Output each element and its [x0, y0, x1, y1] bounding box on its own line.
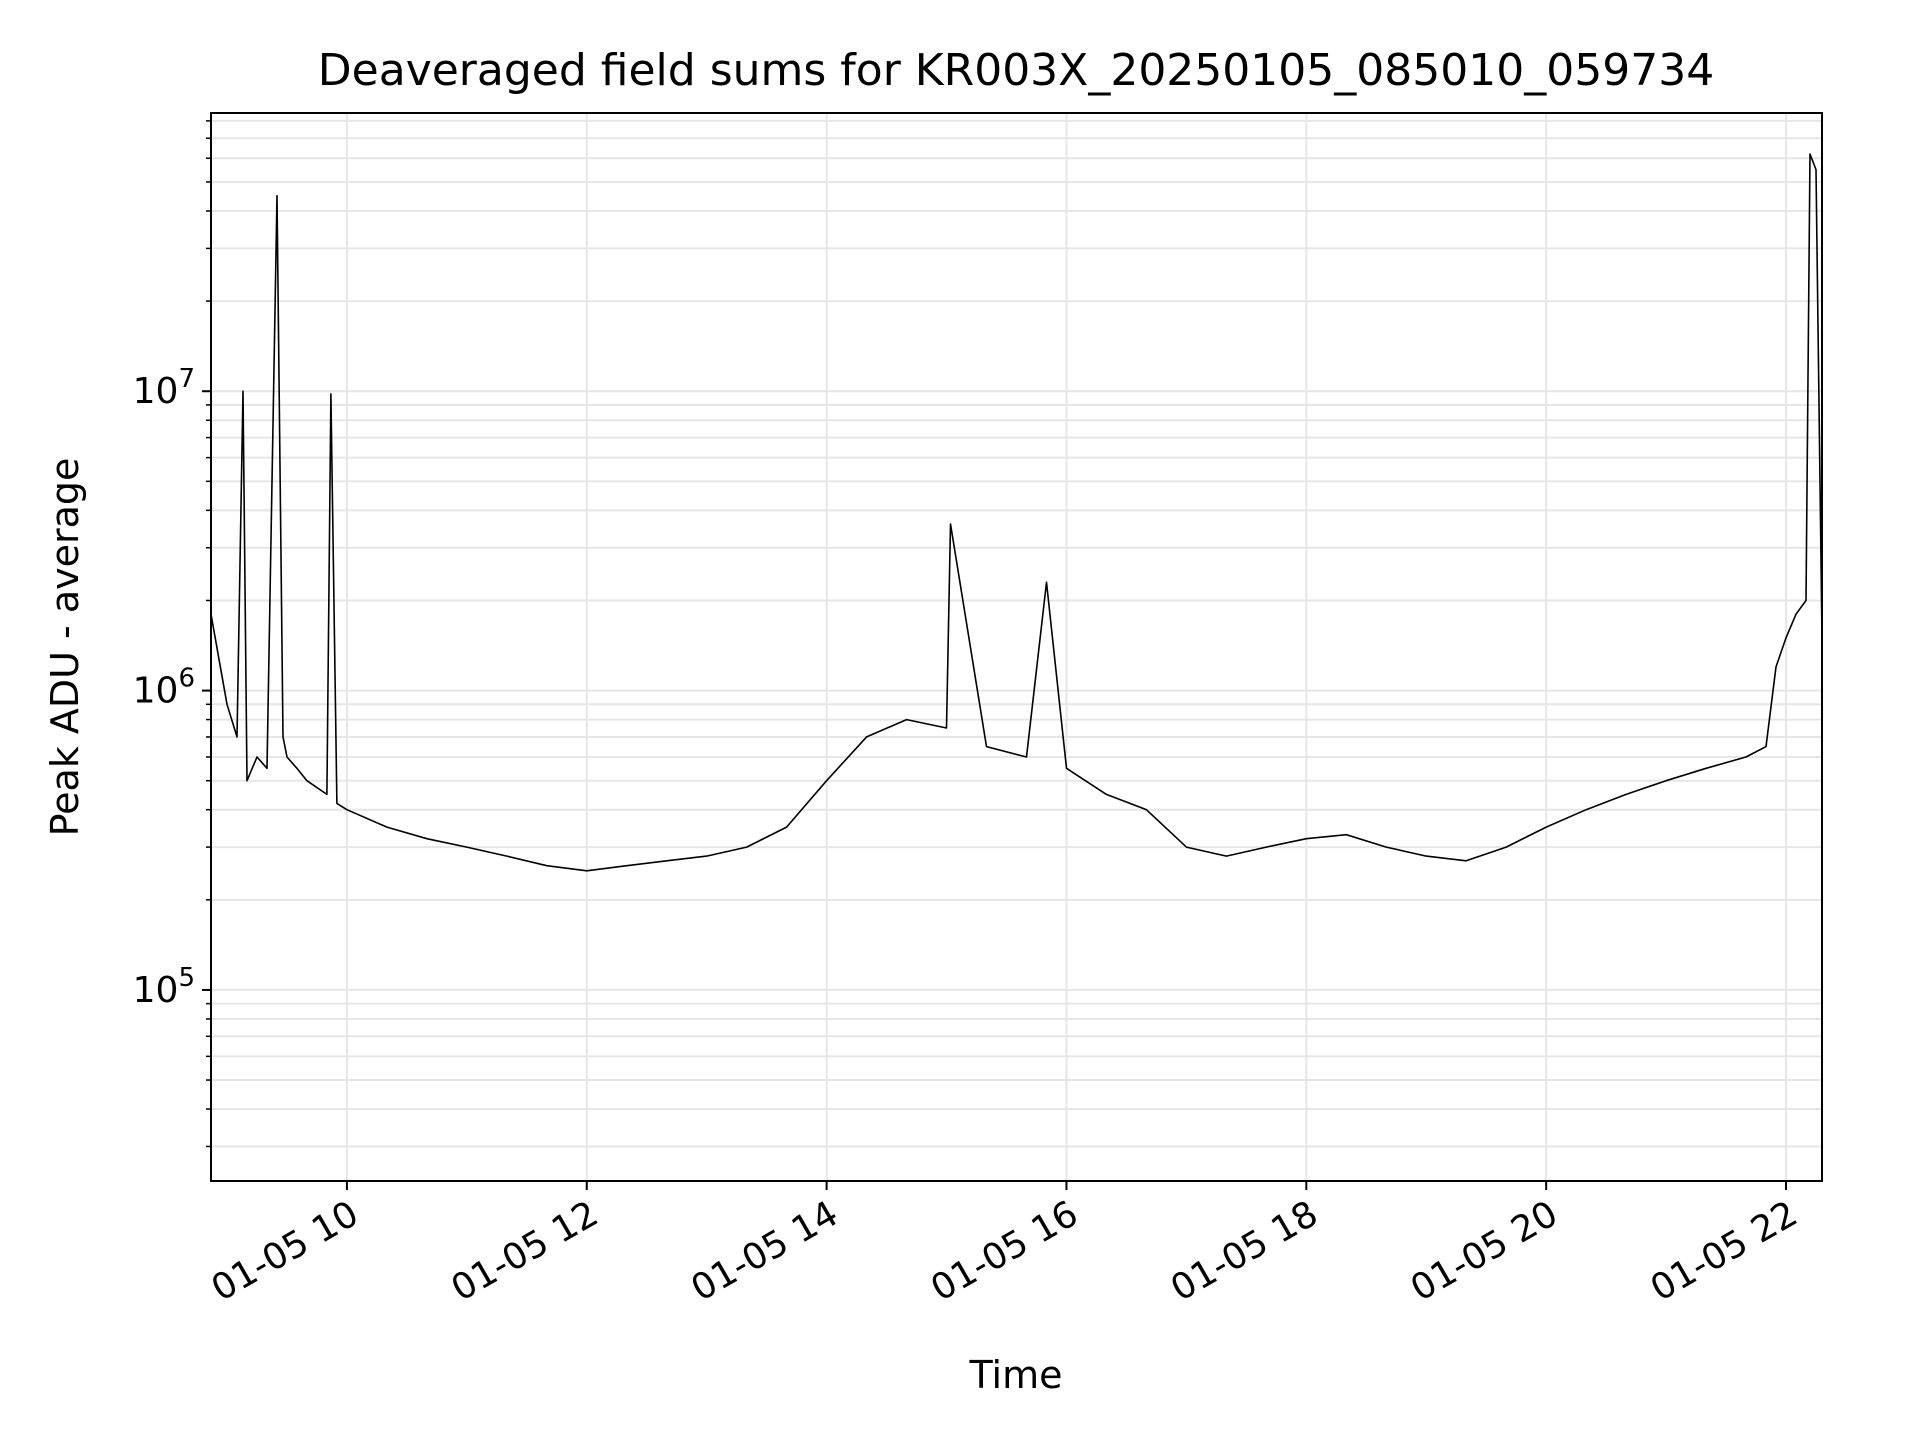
y-tick-label: 105: [133, 963, 195, 1011]
x-axis-label: Time: [969, 1353, 1063, 1397]
chart-title: Deaveraged field sums for KR003X_2025010…: [318, 45, 1714, 96]
x-tick-label: 01-05 14: [684, 1193, 845, 1309]
series-line: [211, 153, 1822, 872]
x-tick-label: 01-05 16: [924, 1193, 1085, 1309]
x-tick-label: 01-05 20: [1404, 1193, 1565, 1309]
major-gridlines: [211, 113, 1822, 1181]
plot-frame: [210, 112, 1823, 1182]
y-axis-label: Peak ADU - average: [43, 458, 87, 837]
y-axis: 105 106 107: [133, 364, 211, 1011]
x-tick-label: 01-05 22: [1644, 1193, 1805, 1309]
x-tick-label: 01-05 12: [445, 1193, 606, 1309]
y-tick-label: 106: [133, 664, 195, 712]
x-axis: 01-05 10 01-05 12 01-05 14 01-05 16 01-05 18…: [205, 1181, 1805, 1310]
series-path: [211, 153, 1822, 872]
x-tick-label: 01-05 18: [1164, 1193, 1325, 1309]
y-tick-label: 107: [133, 364, 195, 412]
x-tick-label: 01-05 10: [205, 1193, 366, 1309]
minor-gridlines: [206, 119, 1822, 1148]
